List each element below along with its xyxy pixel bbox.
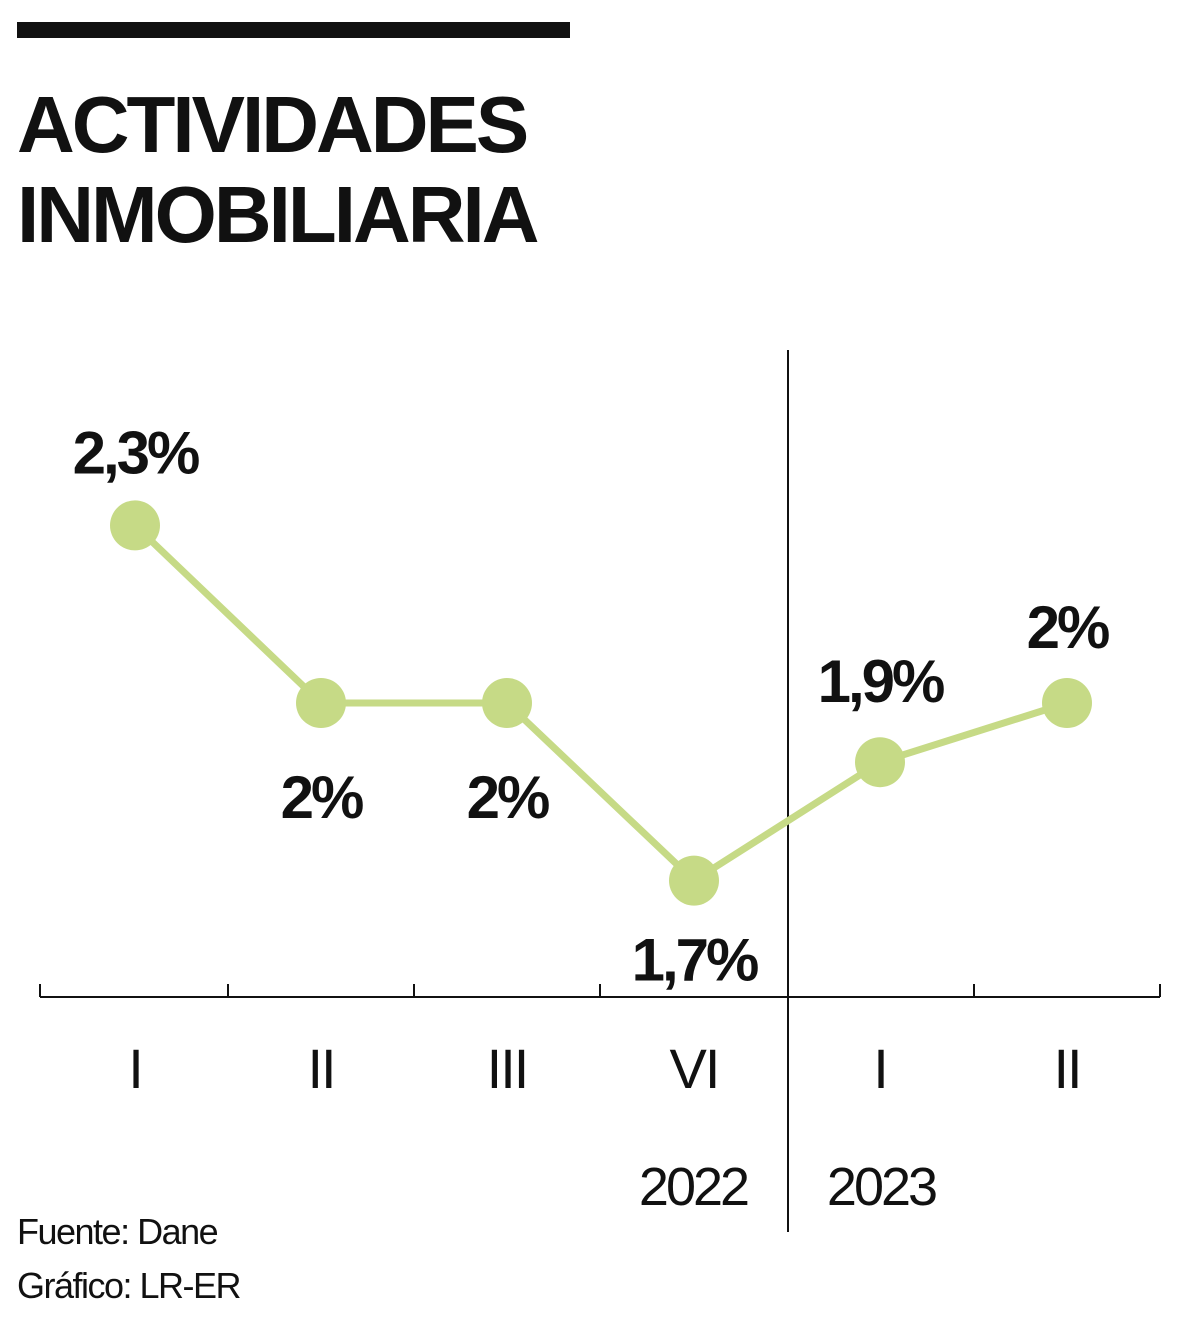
data-point [855,737,905,788]
x-tick-label: II [1053,1037,1080,1100]
x-tick-label: II [307,1037,334,1100]
data-point [110,500,160,551]
year-label-2023: 2023 [827,1157,936,1217]
x-tick-label: VI [670,1037,719,1100]
x-tick-label: III [487,1037,528,1100]
data-label: 2% [467,764,549,831]
top-rule [17,22,570,38]
source-text: Fuente: Dane [17,1211,218,1252]
data-point [482,678,532,728]
chart-title-line-2: INMOBILIARIA [17,170,538,259]
data-point [669,855,719,906]
credit-text: Gráfico: LR-ER [17,1265,241,1306]
data-label: 2% [1027,594,1109,661]
data-label: 2% [281,764,363,831]
x-tick-label: I [128,1037,142,1100]
year-label-2022: 2022 [639,1157,748,1217]
x-tick-label: I [873,1037,887,1100]
data-point [1042,678,1092,728]
data-label: 2,3% [73,419,199,486]
data-label: 1,9% [818,648,944,715]
data-point [296,678,346,728]
data-label: 1,7% [632,927,758,994]
series-line [132,522,1069,885]
chart-title-line-1: ACTIVIDADES [17,80,527,169]
